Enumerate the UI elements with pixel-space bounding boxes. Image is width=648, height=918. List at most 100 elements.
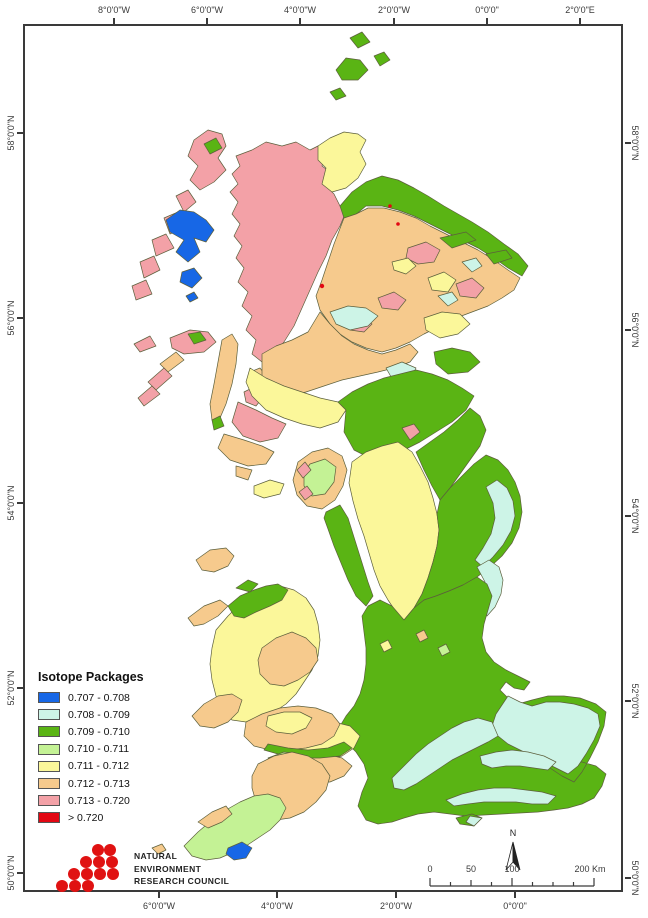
tick	[17, 317, 23, 319]
legend: Isotope Packages 0.707 - 0.708 0.708 - 0…	[38, 670, 178, 827]
tick	[17, 872, 23, 874]
region-moray-coast	[339, 175, 529, 277]
region-chilterns-cyan	[391, 717, 499, 791]
region-uist-1	[175, 189, 197, 213]
region-small-isle	[185, 291, 199, 303]
lon-label-top: 4°0'0"W	[283, 5, 317, 15]
tick	[276, 892, 278, 898]
region-forth-cyan	[329, 305, 379, 331]
lat-label-left: 50°0'0"N	[6, 855, 16, 891]
nerc-logo: NATURAL ENVIRONMENT RESEARCH COUNCIL	[36, 843, 229, 895]
legend-label: 0.712 - 0.713	[68, 777, 130, 790]
region-mull-green	[187, 331, 207, 345]
region-red-spot-1	[319, 283, 325, 289]
legend-swatch	[38, 692, 60, 704]
tick	[17, 687, 23, 689]
region-red-spot-3	[388, 204, 392, 208]
tick	[625, 700, 631, 702]
region-isle-of-wight-cyan	[465, 815, 483, 827]
legend-item: > 0.720	[38, 809, 178, 826]
region-midland-speck-2	[437, 643, 451, 657]
region-lakes-pink-1	[296, 461, 312, 479]
region-fife	[423, 311, 471, 339]
region-grampian-pink-3	[377, 291, 407, 311]
region-lleyn	[187, 599, 229, 627]
scale-label-50: 50	[466, 864, 476, 874]
scale-bar: 0 50 100 200 Km	[427, 864, 605, 887]
region-grampian-cyan-1	[461, 257, 483, 273]
region-wolds-cyan	[474, 479, 516, 568]
region-lancashire	[323, 504, 374, 607]
legend-item: 0.711 - 0.712	[38, 758, 178, 775]
lat-label-right: 56°0'0"N	[630, 312, 640, 348]
region-skye	[165, 209, 215, 263]
legend-swatch	[38, 760, 60, 772]
lon-label-bottom: 4°0'0"W	[260, 901, 294, 911]
region-cheviot-pink	[401, 423, 421, 441]
legend-label: 0.709 - 0.710	[68, 725, 130, 738]
region-rum	[179, 267, 203, 289]
lat-label-left: 58°0'0"N	[6, 115, 16, 151]
region-coll	[133, 335, 157, 353]
legend-item: 0.712 - 0.713	[38, 775, 178, 792]
region-orkney-1	[335, 57, 369, 81]
tick	[17, 132, 23, 134]
map-frame	[23, 24, 623, 892]
region-midland-speck-1	[415, 629, 429, 643]
legend-label: 0.713 - 0.720	[68, 794, 130, 807]
lon-label-top: 8°0'0"W	[97, 5, 131, 15]
region-orkney-3	[373, 51, 391, 67]
legend-title: Isotope Packages	[38, 670, 144, 684]
legend-label: 0.711 - 0.712	[68, 760, 130, 773]
region-kintyre-tip	[211, 415, 225, 431]
region-cornwall-tan	[197, 805, 233, 829]
lon-label-top: 2°0'0"W	[377, 5, 411, 15]
region-barra-1	[139, 255, 161, 279]
nerc-line-1: NATURAL	[134, 851, 178, 862]
region-lewis-green	[203, 137, 223, 155]
tick	[206, 18, 208, 24]
legend-swatch	[38, 812, 60, 824]
lat-label-right: 52°0'0"N	[630, 683, 640, 719]
nerc-logo-mark	[56, 844, 119, 892]
tick	[17, 502, 23, 504]
lat-label-left: 56°0'0"N	[6, 300, 16, 336]
region-uist-3	[151, 233, 175, 257]
lon-label-top: 6°0'0"W	[190, 5, 224, 15]
legend-label: 0.707 - 0.708	[68, 691, 130, 704]
region-red-spot-2	[396, 222, 400, 226]
region-islay-2	[137, 385, 161, 407]
region-grampian-yellow-2	[391, 257, 417, 275]
legend-item: 0.709 - 0.710	[38, 723, 178, 740]
region-barra-2	[131, 279, 153, 301]
region-east-anglia-cyan	[491, 695, 601, 775]
legend-item: 0.707 - 0.708	[38, 689, 178, 706]
region-snowdonia	[227, 583, 289, 619]
nerc-line-2: ENVIRONMENT	[134, 863, 202, 874]
region-galloway-tan	[217, 433, 275, 467]
region-grampian-green-1	[439, 231, 477, 249]
tick	[625, 142, 631, 144]
lon-label-bottom: 6°0'0"W	[142, 901, 176, 911]
tick	[113, 18, 115, 24]
region-grampian	[315, 207, 521, 353]
north-arrow: N	[505, 828, 521, 871]
region-grampian-pink-1	[405, 241, 441, 265]
region-snowdonia-2	[235, 579, 259, 593]
region-caithness	[317, 131, 367, 193]
region-northumberland	[415, 407, 487, 501]
region-kintyre	[209, 333, 239, 421]
tick	[514, 892, 516, 898]
legend-label: 0.708 - 0.709	[68, 708, 130, 721]
legend-item: 0.713 - 0.720	[38, 792, 178, 809]
region-scilly	[151, 843, 167, 855]
nerc-line-3: RESEARCH COUNCIL	[134, 876, 230, 887]
region-lothian	[433, 347, 481, 375]
region-grampian-pink-2	[455, 277, 485, 299]
legend-swatch	[38, 795, 60, 807]
lon-label-top: 0°0'0"	[475, 5, 499, 15]
north-arrow-right	[512, 841, 521, 871]
region-grampian-green-2	[485, 249, 513, 265]
tick	[486, 18, 488, 24]
region-north-downs-cyan	[479, 749, 557, 771]
